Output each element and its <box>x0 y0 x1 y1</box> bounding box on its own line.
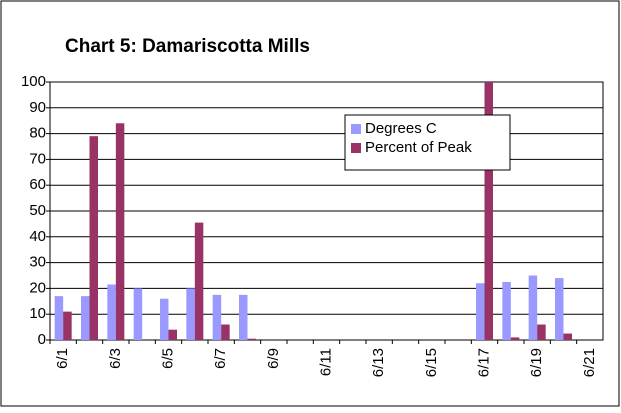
bar <box>160 298 169 340</box>
bar <box>528 275 538 340</box>
bar <box>81 296 90 340</box>
bar <box>107 284 116 340</box>
y-tick-label: 80 <box>29 125 46 142</box>
x-tick-label: 6/21 <box>581 348 598 377</box>
bar <box>212 294 222 340</box>
bar <box>555 278 564 340</box>
x-tick-label: 6/19 <box>528 348 545 377</box>
bar <box>133 288 143 340</box>
legend-swatch <box>351 143 361 153</box>
x-tick-label: 6/9 <box>265 348 282 369</box>
bar <box>247 338 256 340</box>
legend-swatch <box>351 124 361 134</box>
y-tick-label: 20 <box>29 279 46 296</box>
y-tick-label: 30 <box>29 254 46 271</box>
bar <box>476 283 485 340</box>
legend-label: Percent of Peak <box>365 139 472 156</box>
bar <box>63 311 72 340</box>
y-tick-label: 10 <box>29 305 46 322</box>
bar <box>186 288 195 340</box>
x-tick-label: 6/1 <box>54 348 71 369</box>
bar <box>502 281 511 340</box>
x-tick-label: 6/13 <box>370 348 387 377</box>
bar <box>510 337 520 340</box>
legend-label: Degrees C <box>365 120 437 137</box>
bar <box>239 294 248 340</box>
y-tick-label: 40 <box>29 228 46 245</box>
bar <box>537 324 546 340</box>
x-tick-label: 6/11 <box>317 348 334 376</box>
chart-title: Chart 5: Damariscotta Mills <box>65 36 310 57</box>
y-tick-label: 60 <box>29 176 46 193</box>
bar <box>484 82 493 340</box>
y-tick-label: 70 <box>29 150 46 167</box>
bar <box>194 222 204 340</box>
x-tick-label: 6/5 <box>159 348 176 369</box>
bar <box>115 123 125 340</box>
x-tick-label: 6/15 <box>423 348 440 377</box>
y-tick-label: 100 <box>21 73 46 90</box>
y-tick-label: 90 <box>29 99 46 116</box>
bar <box>221 324 230 340</box>
bar <box>563 333 572 340</box>
y-tick-label: 0 <box>38 331 46 348</box>
bar <box>168 329 177 340</box>
y-tick-label: 50 <box>29 202 46 219</box>
legend-box <box>344 114 511 171</box>
x-tick-label: 6/17 <box>475 348 492 377</box>
bar <box>89 136 98 340</box>
x-tick-label: 6/3 <box>107 348 124 369</box>
x-tick-label: 6/7 <box>212 348 229 369</box>
bar <box>54 296 64 340</box>
